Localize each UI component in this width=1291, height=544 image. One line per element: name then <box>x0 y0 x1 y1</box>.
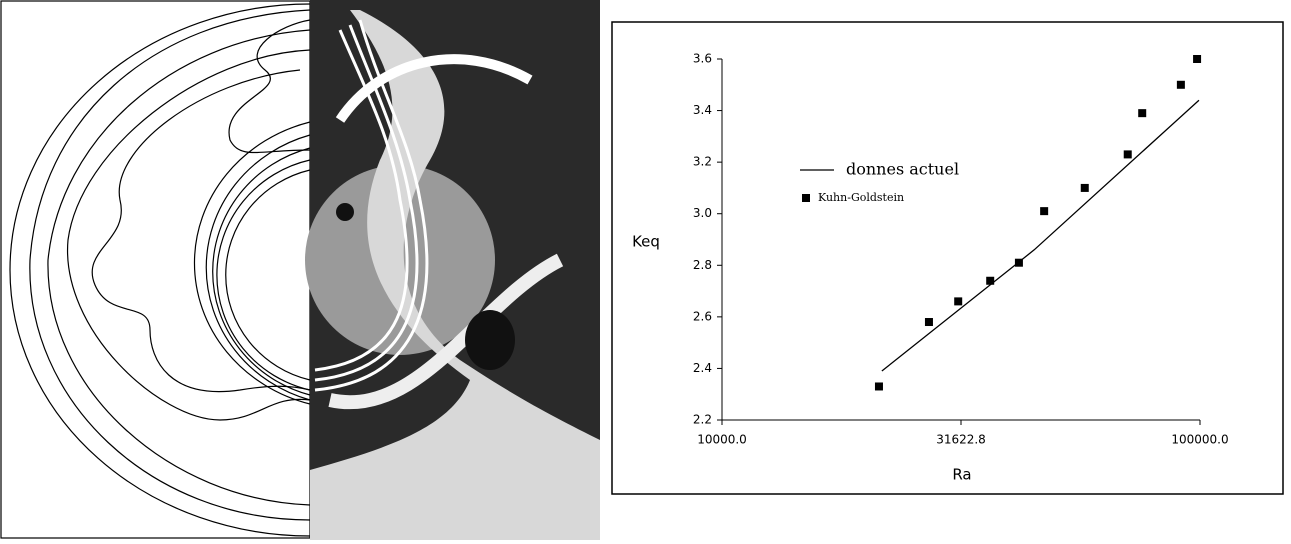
contour <box>229 20 310 153</box>
data-point <box>1138 109 1146 117</box>
data-point <box>1124 150 1132 158</box>
photo-spot <box>336 203 354 221</box>
data-point <box>925 318 933 326</box>
y-tick-label: 3.2 <box>693 155 712 169</box>
y-tick-label: 2.8 <box>693 258 712 272</box>
data-point <box>875 382 883 390</box>
x-tick-label: 100000.0 <box>1171 433 1228 447</box>
data-point <box>954 297 962 305</box>
legend-label: donnes actuel <box>846 160 959 179</box>
chart-border <box>612 22 1283 494</box>
x-tick-label: 31622.8 <box>936 433 986 447</box>
figure: Ra Keq 2.2 2.4 2.6 2.8 3.0 3.2 3.4 3.6 10000.0 31… <box>0 0 1291 540</box>
data-point <box>1193 55 1201 63</box>
x-axis-label: Ra <box>952 466 971 484</box>
contour <box>30 10 310 520</box>
photo-panel <box>305 0 600 540</box>
y-tick-label: 3.4 <box>693 103 712 117</box>
legend-label: Kuhn-Goldstein <box>818 191 904 204</box>
y-tick-label: 3.6 <box>693 52 712 66</box>
y-tick-label: 2.4 <box>693 361 712 375</box>
contour <box>217 160 310 390</box>
y-tick-label: 2.2 <box>693 413 712 427</box>
data-point <box>986 277 994 285</box>
y-axis-label: Keq <box>632 233 660 251</box>
inner-contour <box>226 170 310 380</box>
y-tick-label: 2.6 <box>693 309 712 323</box>
contour <box>213 148 310 395</box>
contour <box>48 30 310 505</box>
x-tick-label: 10000.0 <box>697 433 747 447</box>
data-point <box>1081 184 1089 192</box>
data-point <box>1177 81 1185 89</box>
contour <box>92 70 310 392</box>
legend-swatch <box>802 194 810 202</box>
data-point <box>1015 259 1023 267</box>
panel-border <box>1 1 310 538</box>
contour <box>194 122 310 404</box>
photo-spot <box>465 310 515 370</box>
y-tick-label: 3.0 <box>693 206 712 220</box>
contour-panel <box>1 1 310 538</box>
data-point <box>1040 207 1048 215</box>
